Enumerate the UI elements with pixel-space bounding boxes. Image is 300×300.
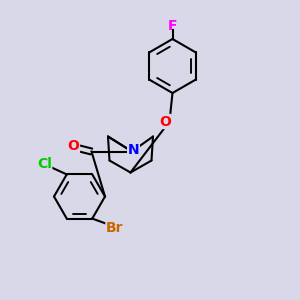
Text: Br: Br [106, 220, 124, 235]
Text: Cl: Cl [37, 157, 52, 171]
Text: F: F [168, 19, 177, 32]
Text: O: O [159, 115, 171, 128]
Text: O: O [68, 139, 80, 152]
Text: N: N [128, 143, 139, 157]
